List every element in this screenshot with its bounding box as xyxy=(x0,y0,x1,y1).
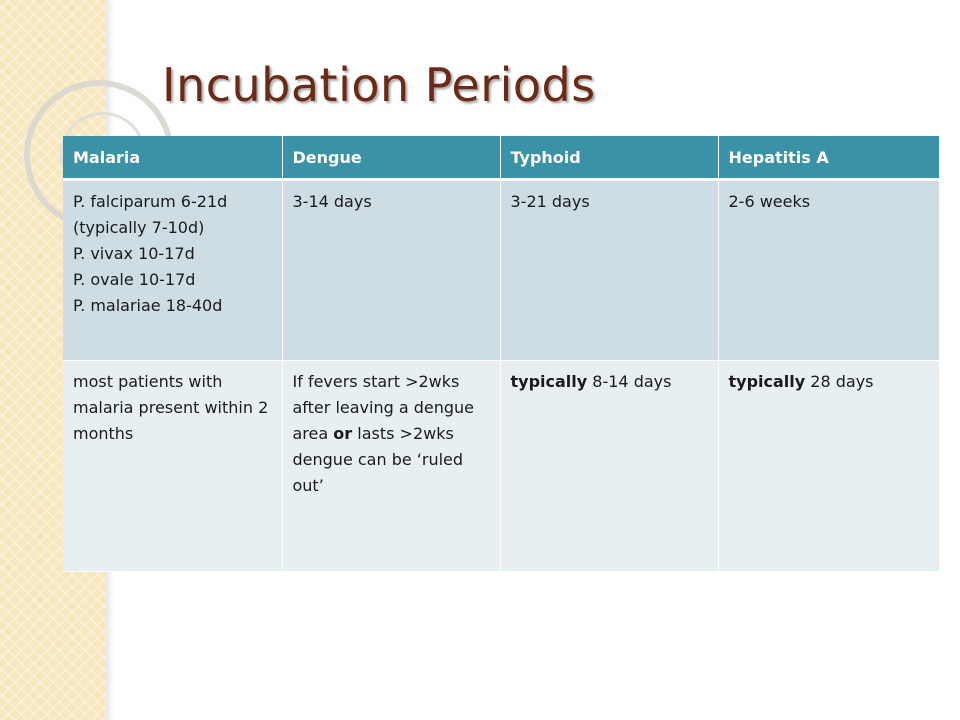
typhoid-note-rest: 8-14 days xyxy=(587,372,672,391)
malaria-line: P. vivax 10-17d xyxy=(73,244,195,263)
malaria-line: P. malariae 18-40d xyxy=(73,296,223,315)
cell-malaria-periods: P. falciparum 6-21d (typically 7-10d) P.… xyxy=(63,179,283,361)
table-row: P. falciparum 6-21d (typically 7-10d) P.… xyxy=(63,179,939,361)
header-malaria: Malaria xyxy=(63,136,283,181)
cell-typhoid-period: 3-21 days xyxy=(500,179,719,361)
cell-typhoid-note: typically 8-14 days xyxy=(500,360,719,572)
header-typhoid: Typhoid xyxy=(500,136,719,181)
dengue-note-part1: If fevers start >2wks after leaving a de… xyxy=(292,372,475,443)
header-dengue: Dengue xyxy=(282,136,501,181)
cell-malaria-note: most patients with malaria present withi… xyxy=(63,360,283,572)
cell-hepatitis-a-period: 2-6 weeks xyxy=(718,179,939,361)
cell-hepatitis-a-note: typically 28 days xyxy=(718,360,939,572)
hepatitis-note-rest: 28 days xyxy=(805,372,874,391)
header-hepatitis-a: Hepatitis A xyxy=(718,136,939,181)
dengue-note-or: or xyxy=(333,424,353,443)
malaria-line: P. ovale 10-17d xyxy=(73,270,196,289)
table-row: most patients with malaria present withi… xyxy=(63,360,939,572)
table-header-row: Malaria Dengue Typhoid Hepatitis A xyxy=(63,136,939,181)
slide-title: Incubation Periods xyxy=(162,58,596,112)
cell-dengue-period: 3-14 days xyxy=(282,179,501,361)
typhoid-note-bold: typically xyxy=(510,372,588,391)
malaria-line: P. falciparum 6-21d xyxy=(73,192,228,211)
malaria-line: (typically 7-10d) xyxy=(73,218,205,237)
cell-dengue-note: If fevers start >2wks after leaving a de… xyxy=(282,360,501,572)
dengue-note-part2: lasts >2wks dengue can be ‘ruled out’ xyxy=(292,424,464,495)
incubation-table: Malaria Dengue Typhoid Hepatitis A P. fa… xyxy=(63,136,939,572)
hepatitis-note-bold: typically xyxy=(728,372,806,391)
